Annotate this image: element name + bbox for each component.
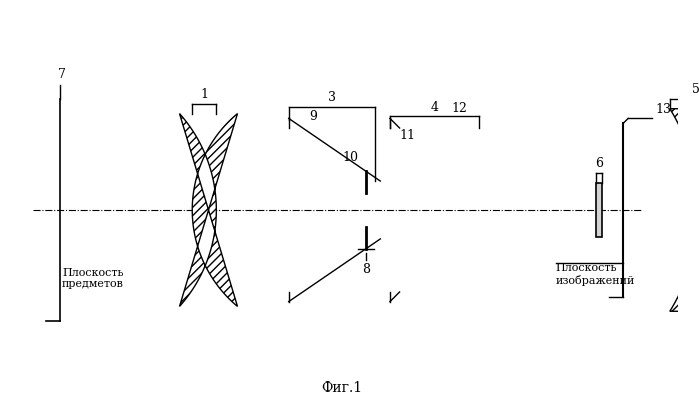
Text: 9: 9 — [309, 110, 317, 123]
Text: 8: 8 — [362, 263, 370, 276]
Text: 13: 13 — [655, 103, 671, 116]
Text: 1: 1 — [201, 88, 208, 101]
Text: 11: 11 — [399, 129, 415, 142]
Polygon shape — [670, 109, 699, 311]
Text: Плоскость
предметов: Плоскость предметов — [62, 268, 124, 289]
Polygon shape — [596, 183, 602, 237]
Text: 5: 5 — [692, 83, 699, 96]
Text: 10: 10 — [343, 151, 359, 164]
Text: Плоскость
изображений: Плоскость изображений — [556, 263, 635, 286]
Polygon shape — [180, 113, 238, 307]
Text: Фиг.1: Фиг.1 — [321, 381, 362, 395]
Text: 3: 3 — [328, 91, 336, 104]
Text: 6: 6 — [596, 158, 603, 171]
Text: 12: 12 — [452, 102, 468, 116]
Text: 7: 7 — [58, 68, 66, 81]
Text: 4: 4 — [431, 100, 438, 113]
